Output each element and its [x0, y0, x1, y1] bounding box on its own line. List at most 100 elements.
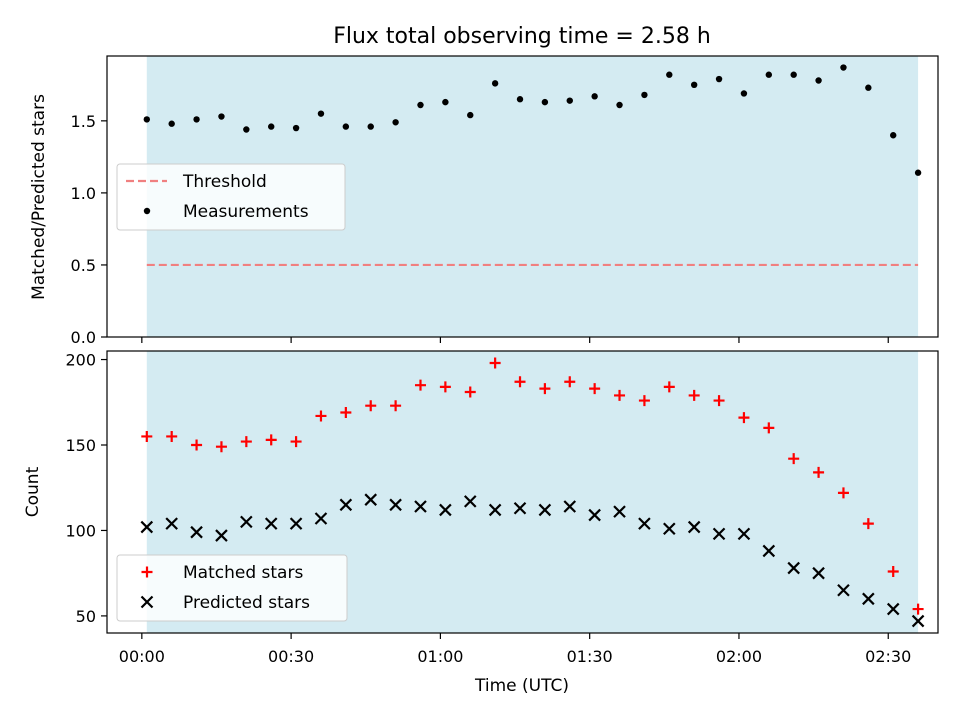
- measurement-point: [865, 84, 872, 91]
- matched-star-point: [365, 400, 377, 412]
- measurement-point: [292, 124, 300, 132]
- predicted-star-point: [588, 508, 601, 522]
- predicted-star-point: [215, 529, 228, 542]
- measurement-point: [616, 101, 623, 109]
- ratio-y-axis-label: Matched/Predicted stars: [29, 94, 49, 300]
- predicted-star-point: [762, 544, 776, 558]
- measurement-point: [591, 93, 598, 100]
- y-tick-label: 1.0: [71, 184, 96, 203]
- measurement-point: [666, 71, 673, 78]
- y-tick-label: 200: [65, 351, 96, 370]
- measurement-point: [467, 111, 474, 119]
- measurement-point: [690, 81, 698, 89]
- matched-star-point: [215, 441, 227, 453]
- x-tick-label: 02:30: [865, 647, 911, 666]
- matched-star-point: [688, 389, 700, 401]
- matched-star-point: [141, 430, 153, 442]
- matched-star-point: [862, 518, 874, 530]
- predicted-star-point: [513, 501, 527, 515]
- y-tick-label: 50: [76, 607, 96, 626]
- y-tick-label: 100: [65, 521, 96, 540]
- x-tick-label: 02:00: [716, 647, 762, 666]
- y-tick-label: 0.0: [71, 328, 96, 347]
- chart-title: Flux total observing time = 2.58 h: [333, 24, 711, 49]
- measurement-point: [218, 113, 225, 120]
- matched-star-point: [589, 383, 601, 395]
- matched-star-point: [614, 389, 626, 401]
- predicted-star-point: [463, 495, 477, 508]
- matched-star-point: [290, 436, 302, 448]
- legend: Threshold Measurements: [116, 163, 346, 231]
- y-tick-label: 1.5: [71, 112, 96, 131]
- measurement-point: [417, 101, 424, 109]
- x-axis-label: Time (UTC): [474, 676, 569, 696]
- matched-star-point: [813, 466, 825, 478]
- predicted-star-point: [339, 498, 353, 512]
- x-tick-label: 00:30: [268, 647, 314, 666]
- measurement-point: [541, 98, 549, 106]
- matched-star-point: [464, 386, 476, 398]
- predicted-star-point: [538, 503, 552, 517]
- matched-star-point: [340, 407, 352, 419]
- measurement-point: [442, 98, 449, 106]
- measurement-point: [193, 116, 200, 123]
- measurement-point: [815, 77, 822, 84]
- measurement-point: [243, 126, 250, 133]
- matched-star-point: [414, 379, 426, 391]
- y-tick-label: 150: [65, 436, 96, 455]
- measurement-point: [840, 64, 847, 71]
- predicted-star-point: [240, 515, 253, 529]
- predicted-star-point: [314, 512, 328, 525]
- matched-star-point: [265, 434, 277, 446]
- matched-star-point: [539, 383, 551, 395]
- matched-star-point: [315, 410, 327, 422]
- predicted-star-point: [787, 561, 800, 575]
- predicted-star-point: [638, 517, 651, 530]
- legend-box: [116, 163, 346, 231]
- matched-star-point: [390, 400, 402, 412]
- predicted-star-point: [140, 520, 154, 534]
- matched-star-point: [887, 565, 899, 577]
- matched-star-point: [240, 436, 252, 448]
- predicted-star-point: [190, 525, 203, 539]
- matched-star-point: [489, 357, 501, 369]
- measurement-point: [914, 169, 922, 176]
- measurement-point: [516, 96, 524, 103]
- predicted-star-point: [911, 614, 925, 628]
- predicted-star-point: [364, 493, 378, 506]
- predicted-star-point: [886, 602, 900, 616]
- predicted-star-point: [439, 503, 452, 517]
- legend-label: Predicted stars: [183, 593, 310, 613]
- legend-label: Threshold: [182, 172, 267, 192]
- predicted-star-point: [812, 566, 825, 580]
- matched-star-point: [638, 395, 650, 407]
- matched-star-point: [738, 412, 750, 424]
- measurement-point: [268, 123, 275, 130]
- measurement-point: [491, 80, 499, 87]
- measurement-point: [342, 123, 350, 130]
- measurement-point: [168, 120, 175, 127]
- matched-star-point: [713, 395, 725, 407]
- legend: Matched stars Predicted stars: [116, 554, 348, 622]
- x-tick-label: 01:30: [567, 647, 613, 666]
- measurement-point: [392, 119, 399, 126]
- legend-predicted-swatch: [140, 595, 154, 609]
- matched-star-point: [514, 376, 526, 388]
- predicted-star-point: [488, 503, 502, 517]
- predicted-star-point: [613, 505, 626, 518]
- matched-star-point: [166, 430, 178, 442]
- predicted-star-point: [737, 527, 751, 541]
- measurement-point: [566, 97, 573, 104]
- y-tick-label: 0.5: [71, 256, 96, 275]
- matched-star-point: [837, 487, 849, 499]
- matched-star-point: [912, 603, 924, 615]
- legend-box: [116, 554, 348, 622]
- measurement-point: [367, 123, 374, 130]
- measurement-point: [317, 110, 325, 117]
- measurement-point: [890, 132, 897, 139]
- axes-frame: [106, 350, 939, 634]
- legend-label: Matched stars: [183, 563, 303, 583]
- legend-label: Measurements: [183, 202, 309, 222]
- measurement-point: [641, 91, 648, 99]
